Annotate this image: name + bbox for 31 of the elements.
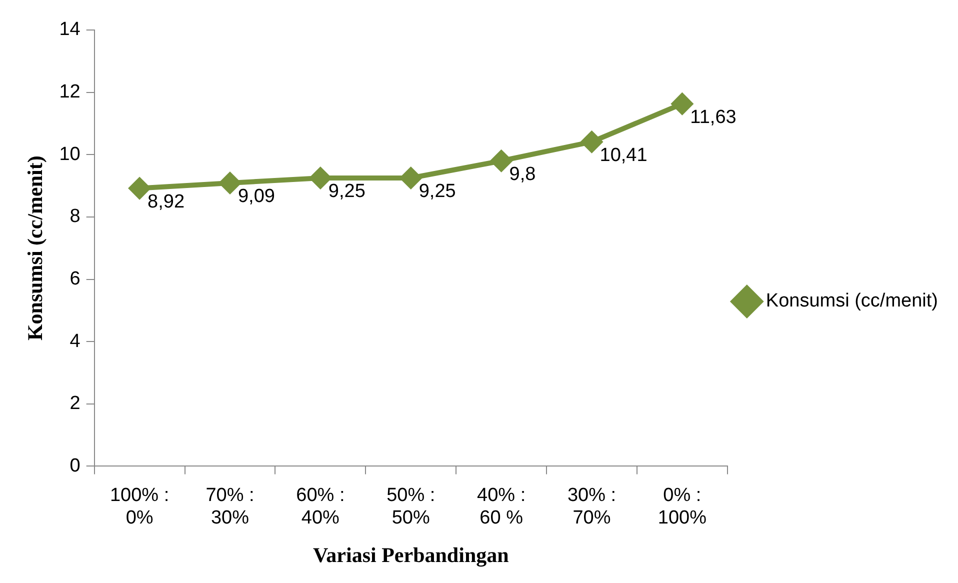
x-tick-label: 50% : 50% [386, 484, 436, 529]
data-label: 9,09 [238, 186, 275, 208]
y-tick-label: 8 [70, 206, 80, 228]
data-label: 9,25 [328, 181, 366, 202]
x-tick-label: 60% : 40% [296, 484, 345, 529]
data-label: 11,63 [690, 107, 736, 128]
point [310, 167, 331, 188]
y-tick-label: 14 [59, 19, 81, 40]
x-tick-label: 100% : 0% [110, 484, 170, 529]
x-tick-label: 30% : 70% [567, 484, 616, 529]
legend-label: Konsumsi (cc/menit) [766, 290, 938, 312]
y-tick-label: 12 [59, 82, 80, 103]
point [400, 167, 422, 188]
y-tick-label: 4 [70, 330, 81, 352]
y-tick-label: 2 [70, 393, 80, 414]
y-tick-label: 0 [70, 455, 80, 476]
data-label: 9,25 [418, 181, 456, 202]
point [219, 172, 240, 194]
data-label: 9,8 [509, 164, 536, 186]
y-axis-title: Konsumsi (cc/menit) [23, 156, 48, 341]
point [581, 131, 602, 152]
point [672, 93, 693, 114]
x-tick-label: 70% : 30% [206, 484, 254, 529]
data-label: 10,41 [600, 145, 648, 166]
x-tick-label: 40% : 60 % [477, 484, 526, 529]
point [490, 150, 512, 172]
x-tick-label: 0% : 100% [658, 484, 707, 529]
x-axis-title: Variasi Perbandingan [312, 542, 510, 567]
y-tick-label: 6 [70, 268, 80, 290]
data-label: 8,92 [148, 192, 185, 213]
y-tick-label: 10 [59, 144, 80, 165]
